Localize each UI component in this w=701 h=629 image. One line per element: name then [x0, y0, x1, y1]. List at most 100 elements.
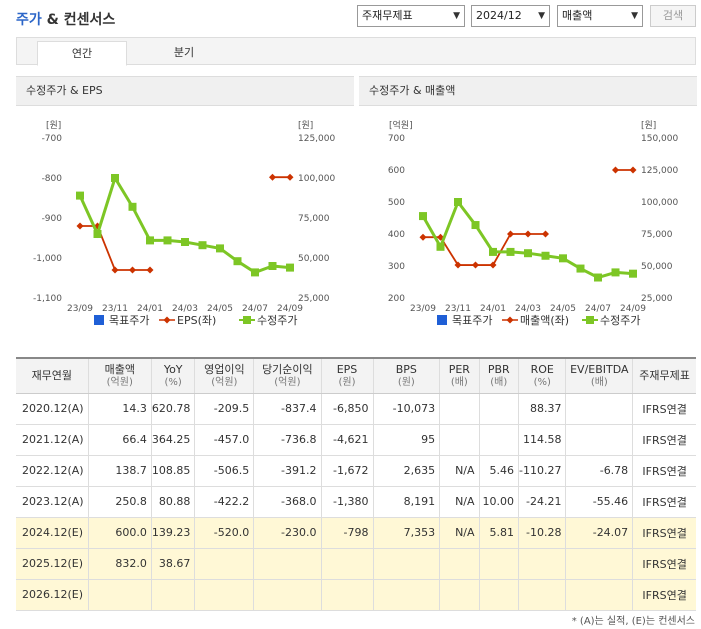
tab-annual[interactable]: 연간	[37, 41, 127, 66]
price-point	[216, 244, 224, 253]
table-cell: 139.23	[150, 517, 195, 549]
table-cell	[478, 579, 519, 611]
column-header: 영업이익 (억원)	[194, 357, 254, 394]
x-tick-label: 24/09	[277, 304, 303, 314]
x-tick-label: 23/09	[67, 304, 93, 314]
metric-select[interactable]: 매출액 ▼	[557, 5, 643, 27]
price-point	[286, 263, 294, 272]
table-cell: IFRS연결	[632, 455, 696, 487]
table-cell: N/A	[439, 517, 480, 549]
legend-label: 수정주가	[257, 314, 297, 327]
footnote: * (A)는 실적, (E)는 컨센서스	[571, 616, 695, 627]
table-cell	[517, 579, 566, 611]
price-point	[524, 249, 532, 258]
period-select[interactable]: 2024/12 ▼	[471, 5, 550, 27]
right-tick-label: 100,000	[641, 198, 678, 208]
x-tick-label: 23/09	[410, 304, 436, 314]
price-point	[489, 247, 497, 256]
table-cell	[478, 424, 519, 456]
table-row: 2022.12(A) 138.7 108.85 -506.5 -391.2 -1,672 2…	[16, 455, 696, 487]
column-header-unit: (배)	[450, 376, 468, 388]
table-cell: 2022.12(A)	[16, 455, 89, 487]
price-point	[541, 251, 550, 260]
column-header-unit: (억원)	[211, 376, 238, 388]
left-tick-label: -800	[42, 174, 63, 184]
table-cell: 80.88	[150, 486, 195, 518]
left-axis-unit: [원]	[46, 120, 61, 131]
table-row: 2024.12(E) 600.0 139.23 -520.0 -230.0 -798 7,3…	[16, 517, 696, 549]
left-tick-label: 500	[388, 198, 405, 208]
price-point	[611, 268, 620, 277]
table-cell	[517, 548, 566, 580]
table-cell	[87, 579, 152, 611]
right-tick-label: 75,000	[641, 230, 673, 240]
table-cell: 832.0	[87, 548, 152, 580]
search-button[interactable]: 검색	[650, 5, 696, 27]
table-cell	[320, 548, 373, 580]
table-row: 2020.12(A) 14.3 620.78 -209.5 -837.4 -6,850 -1…	[16, 393, 696, 425]
table-cell	[565, 393, 633, 425]
x-tick-label: 24/01	[480, 304, 506, 314]
right-tick-label: 125,000	[298, 134, 335, 144]
x-tick-label: 24/07	[585, 304, 611, 314]
x-tick-label: 23/11	[102, 304, 128, 314]
table-cell: 88.37	[517, 393, 566, 425]
column-header: PBR (배)	[478, 357, 519, 394]
price-point	[506, 247, 515, 256]
price-point	[251, 268, 259, 277]
table-cell: IFRS연결	[632, 393, 696, 425]
price-point	[93, 230, 102, 238]
table-cell: 600.0	[87, 517, 152, 549]
table-cell: N/A	[439, 455, 480, 487]
metric-select-value: 매출액	[562, 9, 593, 22]
column-header-unit: (%)	[164, 376, 182, 388]
right-tick-label: 75,000	[298, 214, 330, 224]
table-cell	[439, 579, 480, 611]
price-point	[128, 202, 137, 211]
table-cell	[194, 579, 254, 611]
right-tick-label: 100,000	[298, 174, 335, 184]
table-cell: -736.8	[253, 424, 322, 456]
column-header-unit: (%)	[533, 376, 551, 388]
right-tick-label: 50,000	[641, 262, 673, 272]
series-point	[286, 173, 294, 181]
table-cell: 2023.12(A)	[16, 486, 89, 518]
statement-select[interactable]: 주재무제표 ▼	[357, 5, 465, 27]
chart-title: 수정주가 & EPS	[16, 76, 354, 106]
table-cell: 5.46	[478, 455, 519, 487]
left-tick-label: -700	[42, 134, 63, 144]
table-cell	[320, 579, 373, 611]
chart-revenue: [억원] [원] 700 600 500 400 300 200 150,000 125,000 1…	[388, 119, 679, 327]
table-cell: -422.2	[194, 486, 254, 518]
right-tick-label: 25,000	[641, 294, 673, 304]
table-cell: 620.78	[150, 393, 195, 425]
table-cell: 2024.12(E)	[16, 517, 89, 549]
table-row: 2025.12(E) 832.0 38.67 IFRS연결	[16, 548, 696, 580]
left-tick-label: 300	[388, 262, 405, 272]
column-header-unit: (배)	[490, 376, 508, 388]
table-cell: IFRS연결	[632, 579, 696, 611]
table-cell	[253, 579, 322, 611]
price-point	[76, 191, 84, 200]
table-cell: -798	[320, 517, 373, 549]
table-cell: -6.78	[565, 455, 633, 487]
table-cell: -4,621	[320, 424, 373, 456]
chart-title: 수정주가 & 매출액	[359, 76, 697, 106]
price-line	[78, 174, 291, 275]
table-cell: -6,850	[320, 393, 373, 425]
column-header: 재무연월	[16, 357, 89, 394]
table-cell: 7,353	[372, 517, 440, 549]
chart-panel-revenue: 수정주가 & 매출액 [억원] [원] 700 600 500 400 300 200 150,…	[359, 76, 697, 336]
series-point	[76, 222, 84, 230]
table-row: 2023.12(A) 250.8 80.88 -422.2 -368.0 -1,380 8,…	[16, 486, 696, 518]
tab-quarterly[interactable]: 분기	[173, 46, 195, 59]
series-point	[129, 266, 136, 274]
x-tick-label: 24/03	[515, 304, 541, 314]
column-header-label: 당기순이익	[262, 362, 313, 376]
legend-label: 목표주가	[109, 314, 149, 327]
chevron-down-icon: ▼	[453, 11, 460, 21]
column-header-label: ROE	[530, 362, 554, 376]
x-tick-label: 23/11	[445, 304, 471, 314]
legend-target-marker	[94, 315, 104, 325]
table-row: 2021.12(A) 66.4 364.25 -457.0 -736.8 -4,621 95…	[16, 424, 696, 456]
